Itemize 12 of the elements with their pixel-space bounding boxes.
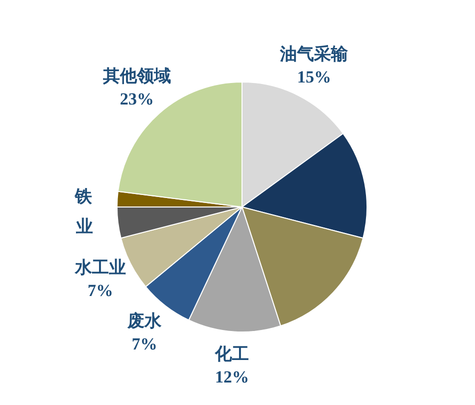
data-label: 7% [88, 280, 114, 300]
data-label: 23% [120, 89, 154, 108]
slice-label: 油气采输 [279, 44, 350, 64]
slice-label: 业 [74, 216, 93, 237]
data-label: 7% [132, 334, 158, 354]
slice-label: 其他领域 [102, 66, 171, 87]
slice-label: 废水 [126, 312, 163, 332]
data-label: 15% [297, 66, 332, 86]
slice-label: 铁 [74, 187, 93, 208]
data-label: 12% [215, 367, 250, 386]
slice-label: 化工 [214, 344, 250, 365]
slice-label: 水工业 [74, 258, 126, 278]
